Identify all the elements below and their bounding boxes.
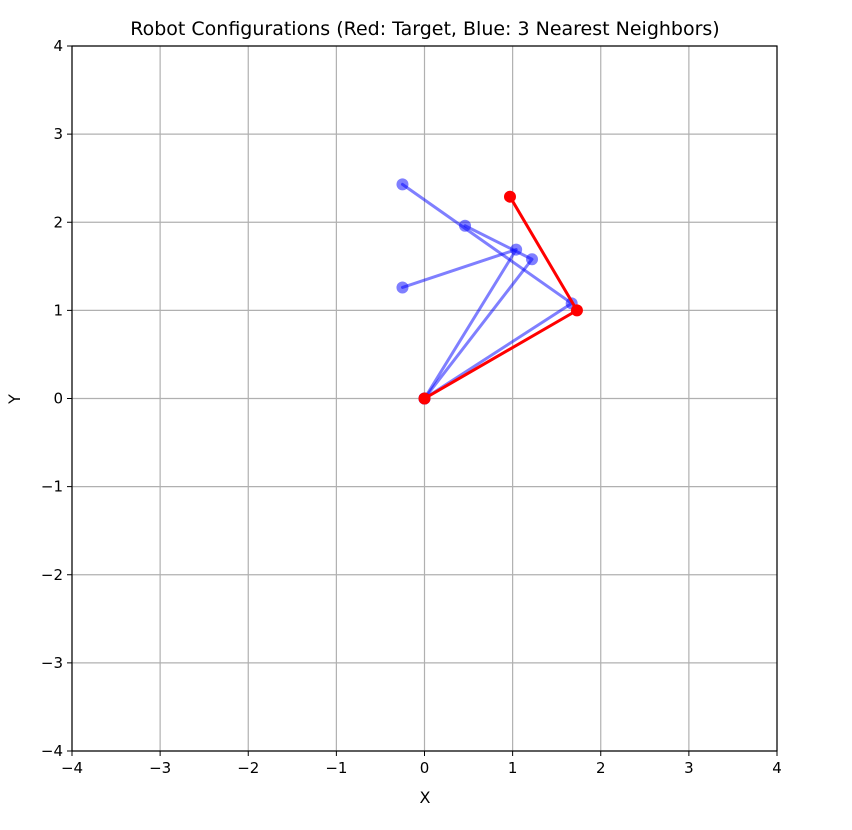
y-tick-label: −3 (41, 654, 63, 672)
target-joint-point (418, 392, 431, 405)
x-tick-label: 2 (596, 759, 606, 777)
x-tick-label: 4 (772, 759, 782, 777)
x-tick-label: −3 (149, 759, 171, 777)
chart-title: Robot Configurations (Red: Target, Blue:… (130, 18, 719, 40)
neighbor-joint-point (459, 219, 472, 232)
ticks: −4 −3 −2 −1 0 1 2 3 4 −4 −3 −2 −1 0 1 2 3 4 (41, 37, 782, 777)
neighbor-joint-point (396, 178, 409, 191)
y-tick-label: −2 (41, 566, 63, 584)
target-joint-point (503, 190, 516, 203)
neighbor-joint-point (526, 253, 539, 266)
y-axis-label: Y (5, 394, 24, 405)
y-tick-label: 1 (53, 301, 63, 319)
x-tick-label: 1 (508, 759, 518, 777)
y-tick-label: 4 (53, 37, 63, 55)
neighbor-joint-point (396, 281, 409, 294)
x-tick-label: −4 (61, 759, 83, 777)
y-tick-label: 3 (53, 125, 63, 143)
x-tick-label: 3 (684, 759, 694, 777)
x-axis-label: X (420, 788, 431, 807)
target-joint-point (570, 304, 583, 317)
y-tick-label: −1 (41, 478, 63, 496)
x-tick-label: −2 (237, 759, 259, 777)
x-tick-label: −1 (325, 759, 347, 777)
series-layer (396, 178, 583, 405)
y-tick-label: 2 (53, 213, 63, 231)
y-tick-label: −4 (41, 742, 63, 760)
y-tick-label: 0 (53, 390, 63, 408)
x-tick-label: 0 (420, 759, 430, 777)
